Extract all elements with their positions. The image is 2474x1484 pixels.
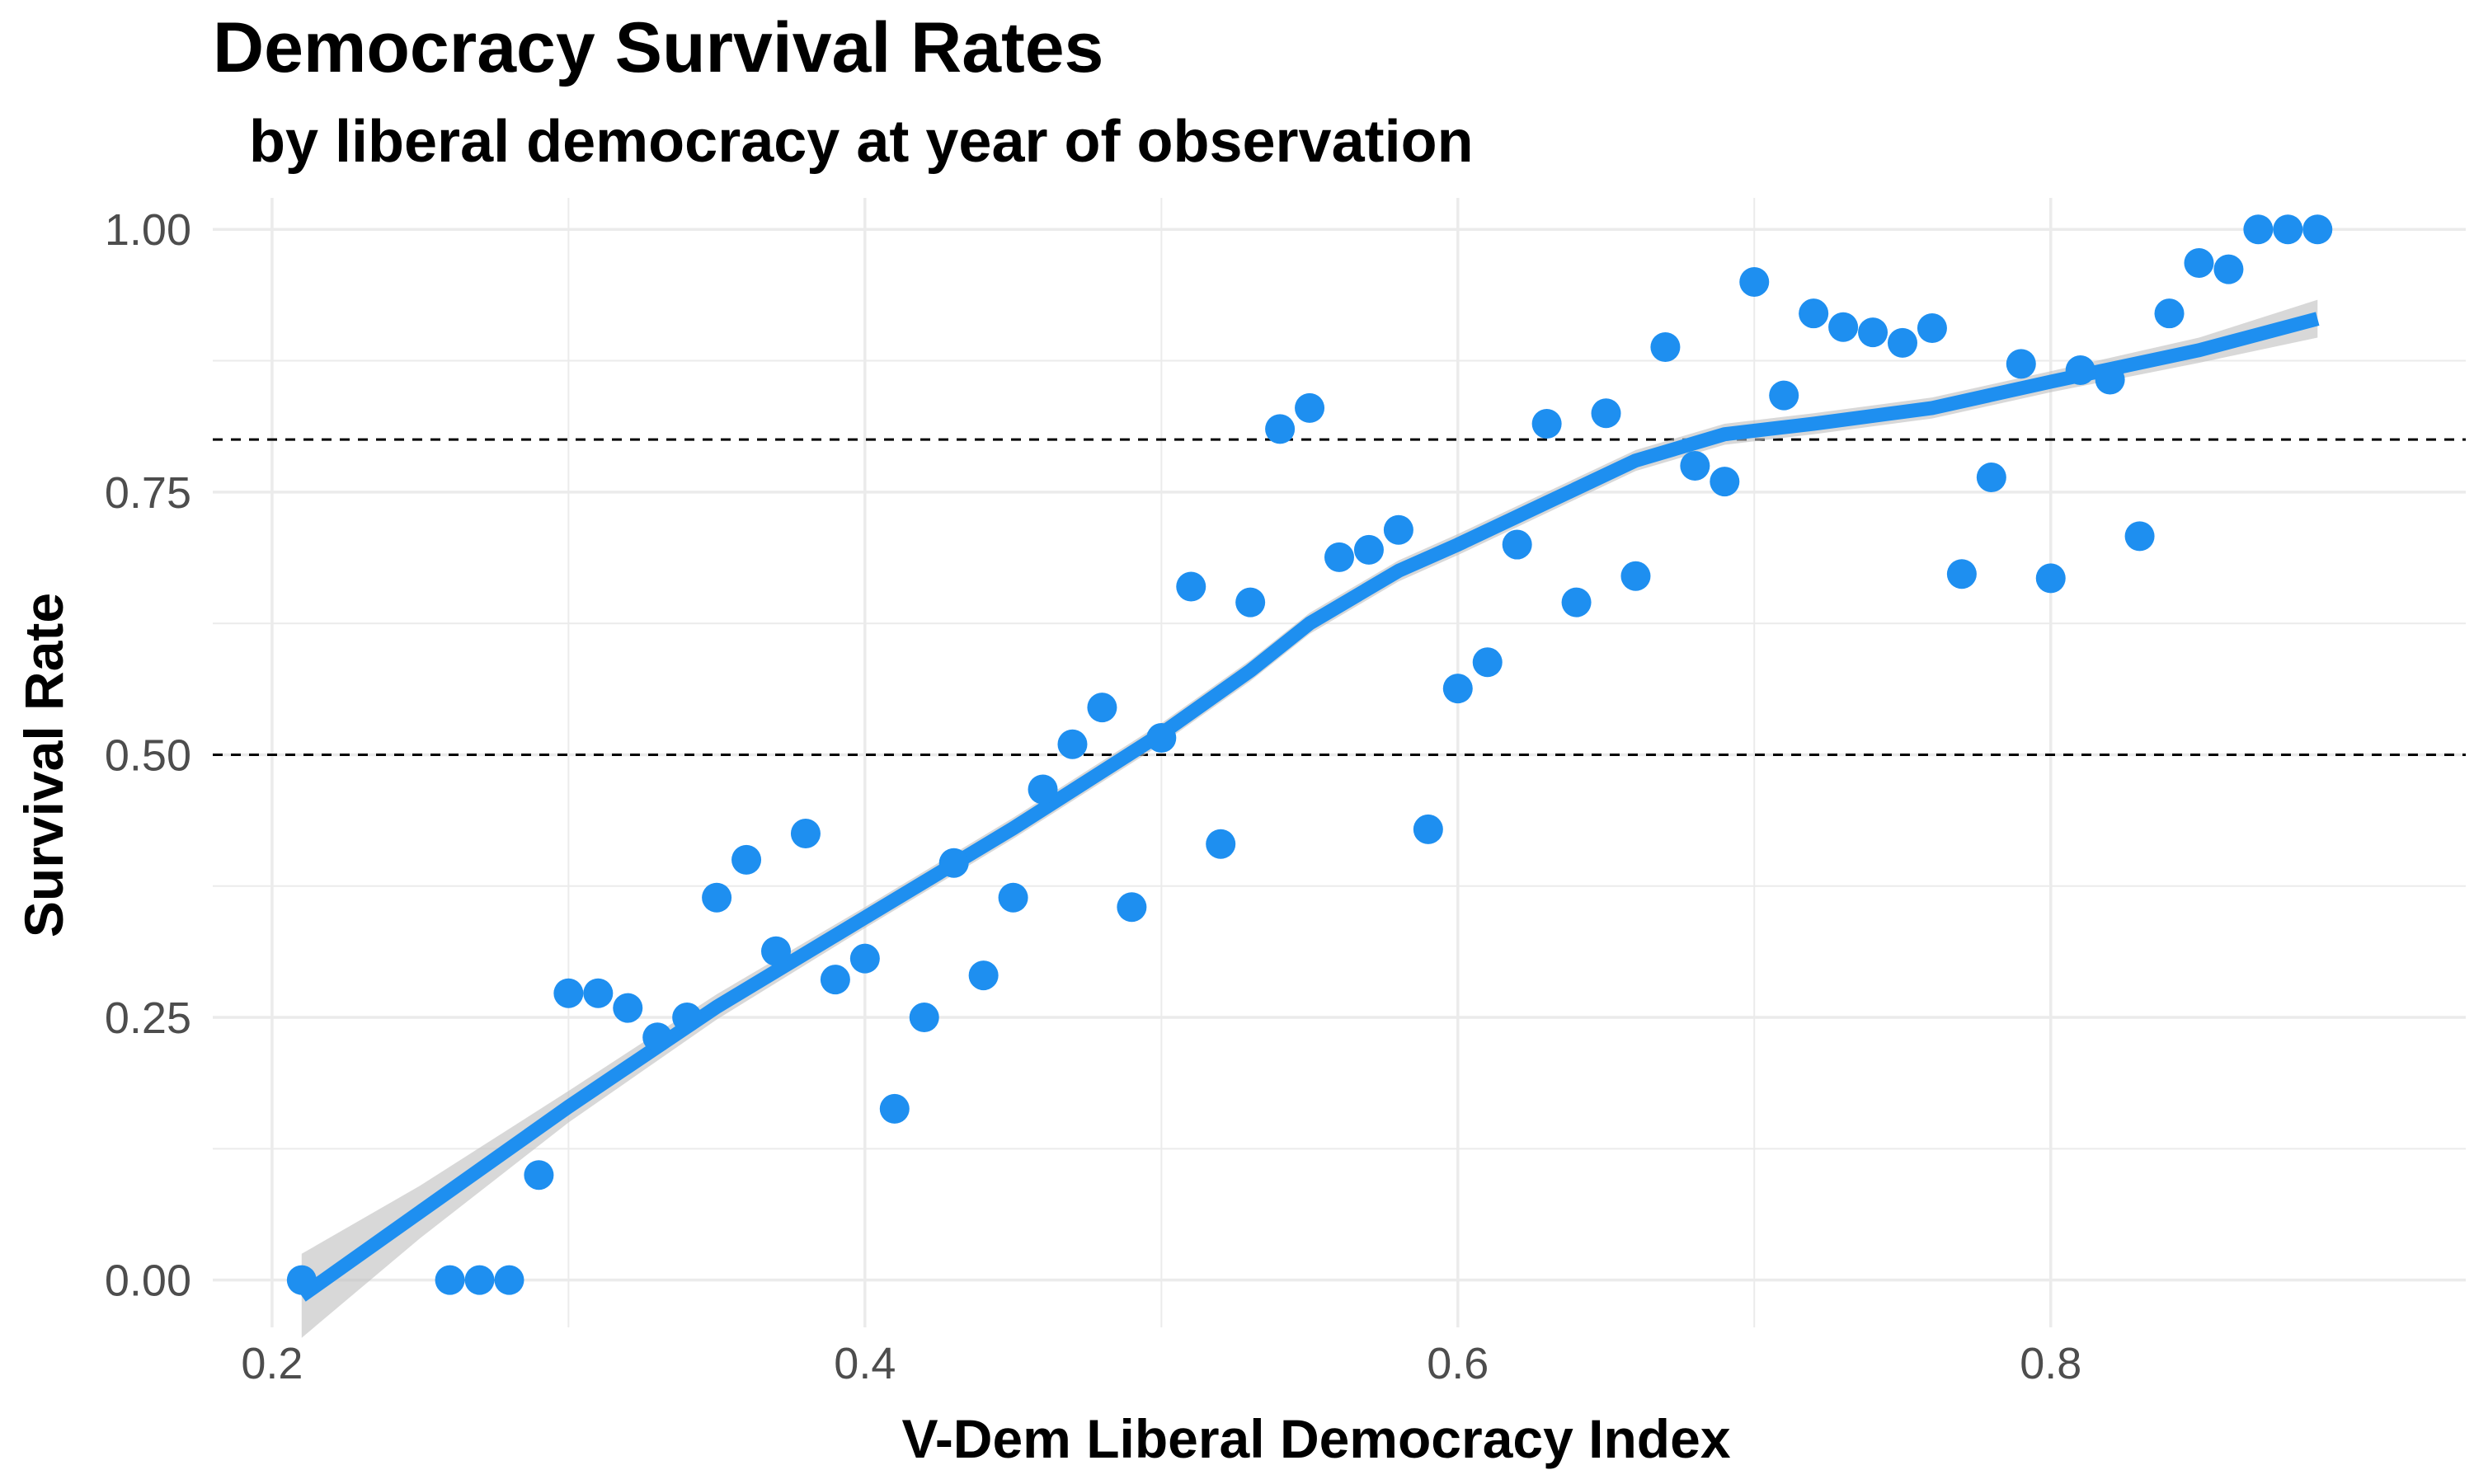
data-point [613,993,643,1023]
data-point [702,882,732,913]
data-point [938,848,969,878]
data-point [849,943,880,974]
data-point [2273,214,2303,245]
data-point [524,1160,554,1190]
data-point [2035,563,2066,594]
data-point [1442,674,1473,704]
data-point [2184,248,2214,279]
y-tick-label: 0.50 [105,730,191,780]
data-point [1146,723,1177,754]
y-axis-label: Survival Rate [13,593,74,937]
data-point [2124,521,2155,552]
y-tick-labels: 0.00 0.25 0.50 0.75 1.00 [105,205,191,1305]
data-point [2213,254,2244,284]
data-point [879,1093,910,1124]
y-tick-label: 0.00 [105,1256,191,1306]
data-point [2006,349,2036,379]
x-tick-label: 0.8 [2020,1339,2081,1388]
data-point [553,978,584,1008]
chart-title: Democracy Survival Rates [213,8,1103,87]
data-point [1917,313,1947,344]
data-point [1265,414,1296,444]
data-point [1946,559,1977,589]
data-point [464,1265,495,1295]
trend-line [297,312,2320,1302]
data-point [286,1265,317,1295]
data-point [1413,814,1443,844]
data-point [1087,693,1117,723]
data-point [1799,298,1829,329]
data-point [968,960,999,991]
data-point [672,1003,703,1033]
data-point [1028,774,1058,805]
data-point [1769,380,1799,411]
data-point [1739,266,1770,297]
data-point [998,882,1028,913]
x-tick-labels: 0.2 0.4 0.6 0.8 [241,1339,2081,1388]
data-point [1888,327,1917,358]
data-point [1502,529,1532,560]
data-point [1531,409,1562,439]
data-point [1383,514,1413,545]
data-point [1176,571,1206,602]
data-point [2302,214,2333,245]
data-point [642,1022,673,1053]
data-point [1828,312,1859,342]
y-tick-label: 1.00 [105,205,191,255]
data-point [2065,355,2095,386]
data-point [494,1265,524,1295]
data-point [1235,587,1266,618]
data-point [1650,331,1681,362]
x-tick-label: 0.2 [241,1339,303,1388]
data-point [2154,298,2185,329]
data-point [761,936,791,966]
x-tick-label: 0.4 [834,1339,896,1388]
x-tick-label: 0.6 [1427,1339,1489,1388]
x-axis-label: V-Dem Liberal Democracy Index [901,1408,1730,1469]
y-tick-label: 0.75 [105,468,191,518]
data-point [731,844,762,875]
chart-subtitle: by liberal democracy at year of observat… [249,109,1474,175]
data-point [1680,450,1710,481]
data-point [909,1003,939,1033]
data-point [2095,364,2125,395]
data-point [1057,729,1088,759]
data-point [1710,467,1740,497]
data-point [1324,542,1354,572]
data-point [1117,892,1147,923]
data-points [286,214,2333,1295]
data-point [1353,534,1384,565]
data-point [1976,462,2006,492]
data-point [1620,561,1651,591]
data-point [435,1265,465,1295]
data-point [820,965,850,995]
trend-line-path [297,312,2320,1302]
data-point [1591,398,1621,429]
data-point [790,819,821,849]
y-tick-label: 0.25 [105,993,191,1043]
data-point [1561,587,1592,618]
data-point [583,978,614,1008]
data-point [1206,829,1236,859]
data-point [2243,214,2274,245]
data-point [1858,317,1888,348]
reference-lines [213,438,2466,756]
data-point [1472,647,1503,678]
data-point [1295,392,1325,423]
